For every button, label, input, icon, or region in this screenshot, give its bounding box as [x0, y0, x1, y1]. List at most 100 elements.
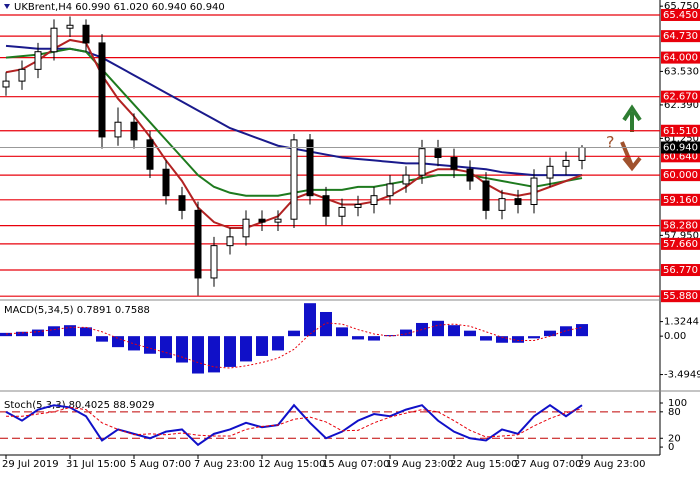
level-label: 65.450: [663, 10, 698, 21]
candle-body: [546, 165, 554, 179]
level-label: 59.160: [663, 195, 698, 206]
histogram-bar: [560, 326, 572, 337]
candle-body: [322, 195, 330, 217]
histogram-bar: [352, 336, 364, 340]
level-label-box: [661, 169, 700, 182]
histogram-bar: [224, 336, 236, 367]
candle-body: [418, 148, 426, 176]
candle-body: [402, 174, 410, 185]
candle-body: [290, 139, 298, 220]
histogram-bar: [480, 336, 492, 341]
histogram-bar: [128, 336, 140, 351]
candle-body: [226, 236, 234, 247]
y-tick-label: 0: [668, 442, 674, 453]
histogram-bar: [320, 311, 332, 337]
histogram-bar: [160, 336, 172, 359]
candle-body: [2, 80, 10, 88]
chart-title: UKBrent,H4 60.990 61.020 60.940 60.940: [14, 2, 225, 13]
candle-body: [242, 218, 250, 238]
candle-body: [34, 51, 42, 70]
annotation: ?: [606, 133, 615, 152]
y-tick-label: -3.4949: [664, 370, 700, 381]
histogram-bar: [96, 336, 108, 342]
stoch-title: Stoch(5,3,3) 80.4025 88.9029: [4, 400, 155, 411]
histogram-bar: [112, 336, 124, 348]
line-series: [5, 322, 583, 369]
macd-title: MACD(5,34,5) 0.7891 0.7588: [4, 305, 150, 316]
level-label-box: [661, 237, 700, 250]
candle-body: [162, 168, 170, 197]
histogram-bar: [432, 320, 444, 337]
histogram-bar: [64, 325, 76, 337]
level-label: 55.880: [663, 291, 698, 302]
histogram-bar: [288, 330, 300, 337]
histogram-bar: [208, 336, 220, 373]
level-label: 60.640: [663, 151, 698, 162]
candle-body: [578, 147, 586, 161]
histogram-bar: [496, 336, 508, 343]
x-tick-label: 5 Aug 07:00: [130, 459, 191, 470]
level-label-box: [661, 30, 700, 43]
histogram-bar: [400, 329, 412, 337]
line-series: [6, 406, 583, 438]
candle-body: [114, 121, 122, 138]
last-price-label: 60.940: [663, 143, 698, 154]
histogram-bar: [240, 336, 252, 362]
candle-body: [258, 218, 266, 223]
candle-body: [274, 218, 282, 223]
candle-body: [530, 177, 538, 206]
y-tick-label: 20: [668, 433, 681, 444]
candle-body: [210, 245, 218, 279]
y-tick-label: 1.3244: [664, 317, 699, 328]
histogram-bar: [528, 336, 540, 339]
last-price-box: [661, 141, 700, 154]
level-label-box: [661, 51, 700, 64]
level-label: 56.770: [663, 265, 698, 276]
candle-body: [514, 198, 522, 206]
histogram-bar: [272, 336, 284, 351]
histogram-bar: [48, 326, 60, 337]
x-tick-label: 12 Aug 15:00: [258, 459, 325, 470]
level-label: 64.000: [663, 53, 698, 64]
x-tick-label: 15 Aug 07:00: [322, 459, 389, 470]
line-series: [5, 403, 583, 447]
histogram-bar: [144, 336, 156, 354]
candle-body: [498, 198, 506, 211]
level-label: 58.280: [663, 221, 698, 232]
y-tick-label: 62.390: [664, 100, 699, 111]
y-tick-label: 61.250: [664, 133, 699, 144]
candle-body: [482, 180, 490, 211]
candle-body: [146, 139, 154, 170]
histogram-bar: [32, 329, 44, 337]
candle-body: [66, 24, 74, 29]
candle-body: [450, 156, 458, 170]
candle-body: [194, 209, 202, 279]
candle-body: [386, 183, 394, 197]
level-label-box: [661, 90, 700, 103]
histogram-bar: [304, 303, 316, 337]
histogram-bar: [80, 327, 92, 337]
x-tick-label: 29 Jul 2019: [2, 459, 59, 470]
histogram-bar: [256, 336, 268, 356]
up-arrow: [622, 104, 642, 132]
histogram-bar: [368, 336, 380, 341]
histogram-bar: [448, 325, 460, 337]
candle-body: [82, 24, 90, 44]
level-label-box: [661, 264, 700, 277]
y-tick-label: 80: [668, 407, 681, 418]
level-label: 61.510: [663, 126, 698, 137]
level-label-box: [661, 219, 700, 232]
x-tick-label: 19 Aug 23:00: [386, 459, 453, 470]
histogram-bar: [512, 336, 524, 343]
candle-body: [178, 195, 186, 211]
candle-body: [466, 168, 474, 182]
histogram-bar: [336, 327, 348, 337]
histogram-bar: [16, 331, 28, 337]
histogram-bar: [464, 330, 476, 337]
candle-body: [130, 121, 138, 141]
y-tick-label: 0.00: [664, 331, 686, 342]
histogram-bar: [576, 324, 588, 337]
level-label-box: [661, 124, 700, 137]
